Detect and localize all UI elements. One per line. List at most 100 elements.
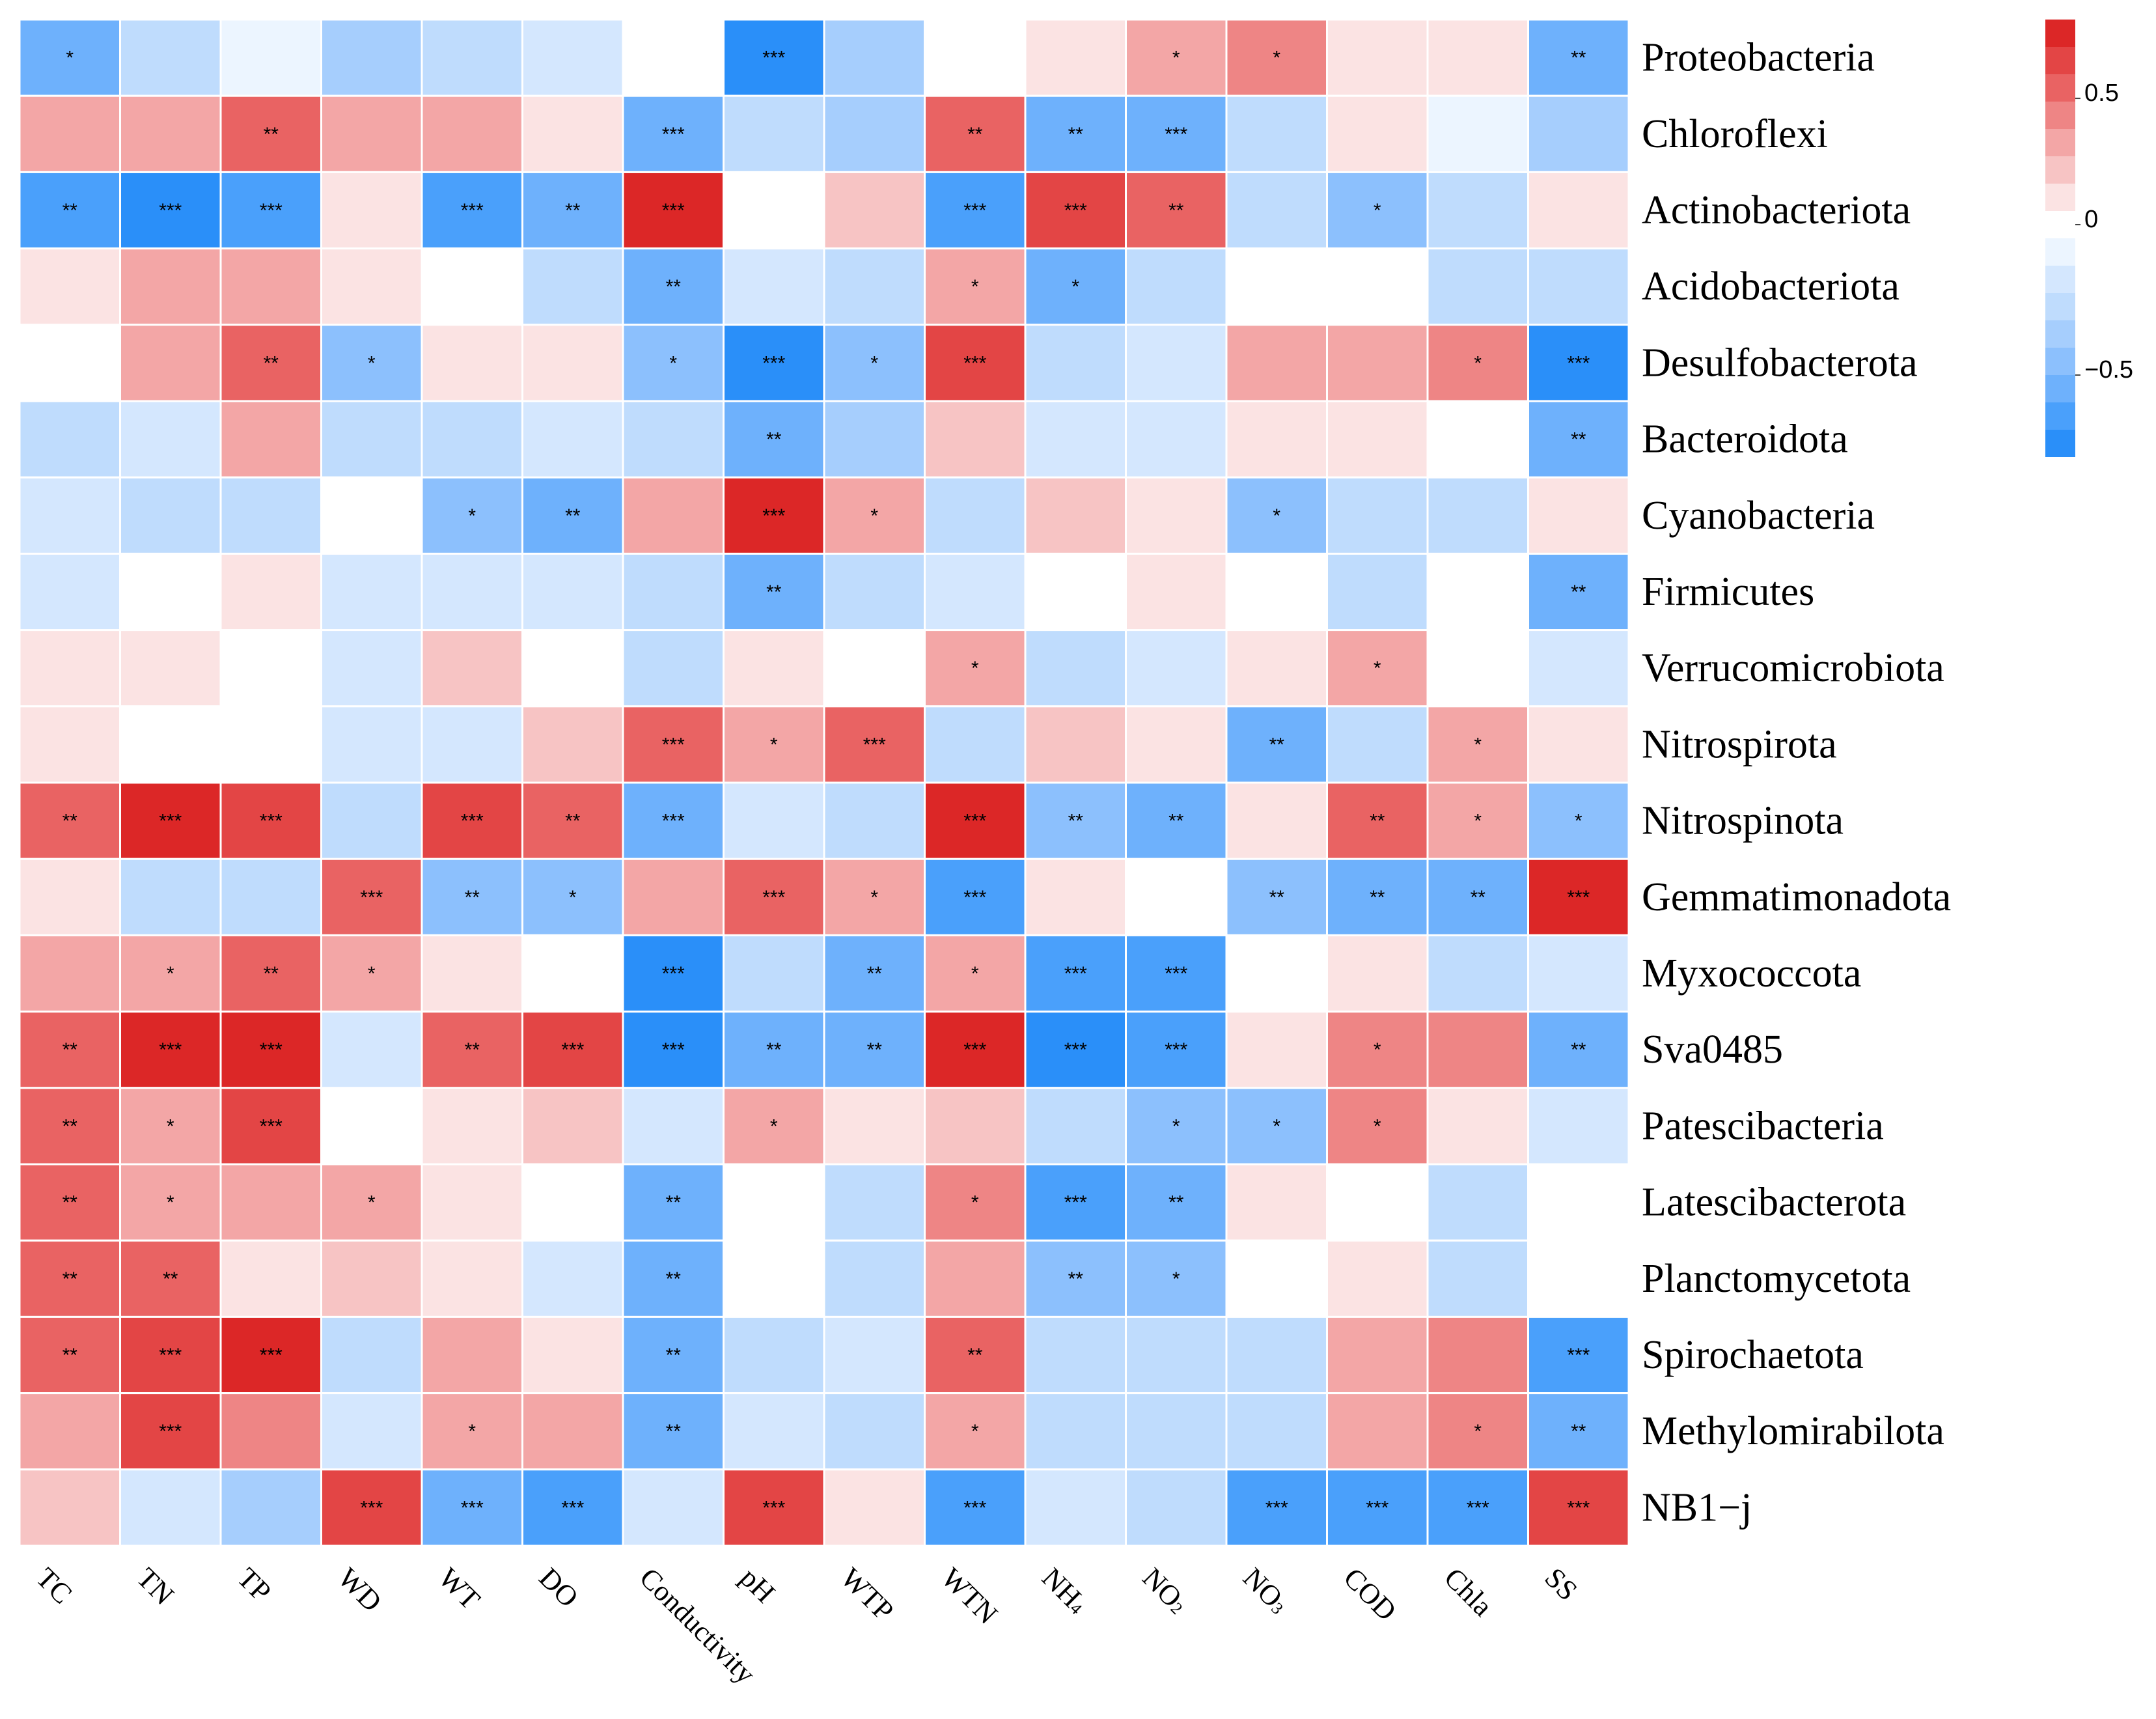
significance-mark: *** <box>963 887 986 908</box>
heatmap-cell <box>1527 705 1630 784</box>
heatmap-cell <box>1225 629 1328 708</box>
heatmap-cell <box>1125 858 1228 936</box>
significance-mark: ** <box>62 1268 78 1290</box>
row-label: Nitrospirota <box>1642 722 1837 766</box>
significance-mark: ** <box>1068 124 1084 145</box>
significance-mark: ** <box>1068 811 1084 832</box>
heatmap-cell <box>1527 1087 1630 1166</box>
heatmap-cell <box>924 552 1027 632</box>
heatmap-cell <box>924 1087 1027 1166</box>
significance-mark: ** <box>264 124 279 145</box>
heatmap-cell <box>924 400 1027 479</box>
heatmap-cell <box>1326 1468 1429 1547</box>
heatmap-cell <box>1326 1392 1429 1471</box>
row-label: Firmicutes <box>1642 570 1814 614</box>
heatmap-cell <box>421 18 523 97</box>
heatmap-cell <box>119 781 222 860</box>
significance-mark: * <box>1172 48 1180 69</box>
significance-mark: ** <box>666 1192 682 1214</box>
significance-mark: *** <box>762 48 785 69</box>
heatmap-cell <box>1225 400 1328 479</box>
heatmap-cell <box>622 400 725 479</box>
heatmap-cell <box>119 705 222 784</box>
heatmap-cell <box>219 1468 322 1547</box>
legend-swatch <box>2045 402 2075 430</box>
heatmap-cell <box>1426 552 1529 632</box>
heatmap-cell <box>1225 1315 1328 1395</box>
heatmap-cell <box>521 1163 624 1242</box>
heatmap-cell <box>521 705 624 784</box>
significance-mark: *** <box>561 1039 584 1061</box>
heatmap-cell <box>1125 1468 1228 1547</box>
significance-mark: ** <box>1269 887 1285 908</box>
heatmap-cell <box>1527 781 1630 860</box>
significance-mark: *** <box>662 811 685 832</box>
heatmap-cell <box>1024 629 1127 708</box>
significance-mark: *** <box>1064 1192 1087 1214</box>
heatmap-cell <box>1125 247 1228 326</box>
significance-mark: * <box>1474 1421 1482 1442</box>
significance-mark: ** <box>867 1039 883 1061</box>
significance-mark: * <box>167 1115 174 1137</box>
heatmap-cell <box>421 1011 523 1089</box>
significance-mark: *** <box>762 887 785 908</box>
heatmap-cell <box>723 1239 825 1318</box>
heatmap-cell <box>622 247 725 326</box>
heatmap-cell <box>1125 18 1228 97</box>
row-label: Actinobacteriota <box>1642 188 1911 232</box>
heatmap-cell <box>1024 552 1127 632</box>
heatmap-cell <box>1225 476 1328 555</box>
heatmap-cell <box>1326 1239 1429 1318</box>
significance-mark: *** <box>1064 1039 1087 1061</box>
heatmap-cell <box>421 629 523 708</box>
heatmap-cell <box>1426 1163 1529 1242</box>
legend-swatch <box>2045 375 2075 402</box>
significance-mark: * <box>770 1115 778 1137</box>
heatmap-cell <box>219 1392 322 1471</box>
significance-mark: ** <box>565 200 581 221</box>
significance-mark: *** <box>1567 352 1590 374</box>
significance-mark: *** <box>762 1497 785 1518</box>
heatmap-cell <box>320 1468 423 1547</box>
heatmap-cell <box>1326 1163 1429 1242</box>
significance-mark: * <box>870 887 878 908</box>
heatmap-cell <box>1326 705 1429 784</box>
row-label: Latescibacterota <box>1642 1181 1906 1225</box>
heatmap-cell <box>219 324 322 402</box>
heatmap-cell <box>622 1315 725 1395</box>
significance-mark: * <box>569 887 577 908</box>
heatmap-cell <box>823 400 926 479</box>
heatmap-cell <box>18 400 121 479</box>
heatmap-cell <box>18 476 121 555</box>
heatmap-cell <box>622 629 725 708</box>
heatmap-cell <box>1024 1011 1127 1089</box>
significance-mark: * <box>167 1192 174 1214</box>
heatmap-cell <box>521 1392 624 1471</box>
heatmap-cell <box>1326 1315 1429 1395</box>
row-label: Nitrospinota <box>1642 799 1844 843</box>
heatmap-cell <box>1225 1163 1328 1242</box>
heatmap-cell <box>18 1392 121 1471</box>
heatmap-cell <box>1225 1392 1328 1471</box>
heatmap-cell <box>1024 1392 1127 1471</box>
significance-mark: ** <box>62 1192 78 1214</box>
significance-mark: ** <box>1370 811 1385 832</box>
heatmap-cell <box>1225 1087 1328 1166</box>
significance-mark: *** <box>360 887 383 908</box>
heatmap-cell <box>18 1468 121 1547</box>
heatmap-cell <box>1225 247 1328 326</box>
significance-mark: ** <box>264 963 279 985</box>
heatmap-cell <box>1426 247 1529 326</box>
significance-mark: * <box>468 505 476 527</box>
significance-mark: ** <box>565 811 581 832</box>
heatmap-cell <box>421 1315 523 1395</box>
heatmap-cell <box>320 324 423 402</box>
significance-mark: * <box>870 352 878 374</box>
heatmap-cell <box>1024 171 1127 250</box>
heatmap-cell <box>924 476 1027 555</box>
significance-mark: * <box>1172 1268 1180 1290</box>
heatmap-cell <box>1225 324 1328 402</box>
significance-mark: *** <box>1467 1497 1489 1518</box>
heatmap-cell <box>1125 400 1228 479</box>
